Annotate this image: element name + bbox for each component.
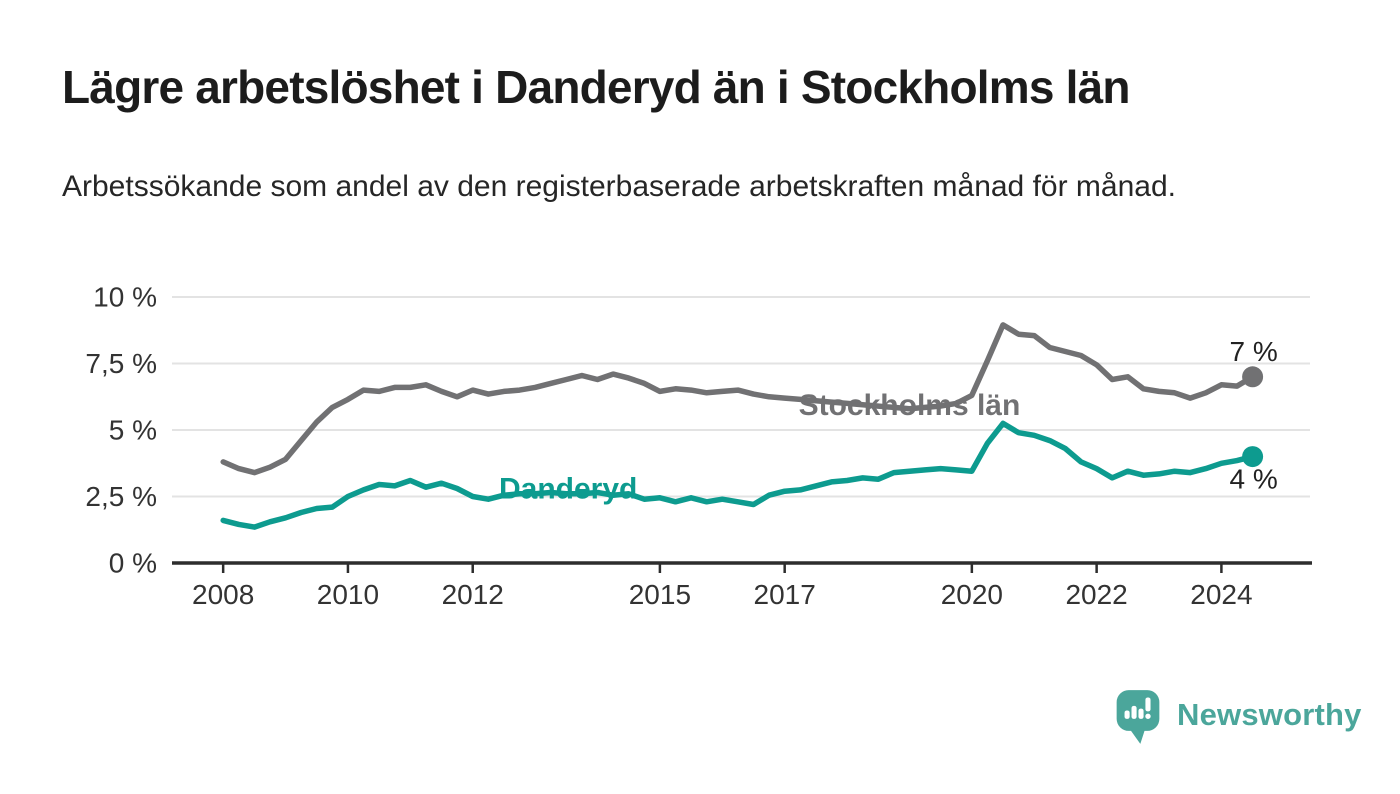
x-axis-label-2020: 2020 bbox=[941, 579, 1003, 610]
y-axis-label-10: 10 % bbox=[93, 282, 157, 313]
series-label-danderyd: Danderyd bbox=[499, 473, 637, 506]
y-axis-label-5: 5 % bbox=[109, 415, 157, 446]
chart-subtitle: Arbetssökande som andel av den registerb… bbox=[62, 170, 1176, 203]
series-line-danderyd bbox=[220, 420, 1256, 530]
series-end-label-stockholms-l-n: 7 % bbox=[1229, 336, 1277, 367]
y-axis-label-0: 0 % bbox=[109, 548, 157, 579]
bar-chart-glyph bbox=[1124, 697, 1151, 719]
y-axis-label-7-5: 7,5 % bbox=[85, 348, 157, 379]
series-line-stockholms-l-n bbox=[220, 322, 1256, 476]
speech-bubble-shape bbox=[1116, 690, 1160, 744]
x-axis-label-2008: 2008 bbox=[192, 579, 254, 610]
x-axis-label-2017: 2017 bbox=[754, 579, 816, 610]
y-axis-label-2-5: 2,5 % bbox=[85, 481, 157, 512]
x-axis-label-2024: 2024 bbox=[1190, 579, 1252, 610]
series-end-dot-danderyd bbox=[1242, 446, 1264, 468]
newsworthy-brand-name: Newsworthy bbox=[1177, 696, 1362, 732]
series-end-label-danderyd: 4 % bbox=[1229, 464, 1277, 495]
series-end-dot-stockholms-l-n bbox=[1242, 366, 1264, 388]
x-axis-label-2012: 2012 bbox=[442, 579, 504, 610]
newsworthy-attribution: Newsworthy bbox=[1112, 682, 1362, 752]
newsworthy-bubble-chart-icon bbox=[1116, 690, 1160, 744]
x-axis-label-2022: 2022 bbox=[1065, 579, 1127, 610]
x-axis-label-2015: 2015 bbox=[629, 579, 691, 610]
series-label-stockholms-l-n: Stockholms län bbox=[799, 389, 1021, 422]
chart-title: Lägre arbetslöshet i Danderyd än i Stock… bbox=[62, 61, 1130, 113]
x-axis-label-2010: 2010 bbox=[317, 579, 379, 610]
